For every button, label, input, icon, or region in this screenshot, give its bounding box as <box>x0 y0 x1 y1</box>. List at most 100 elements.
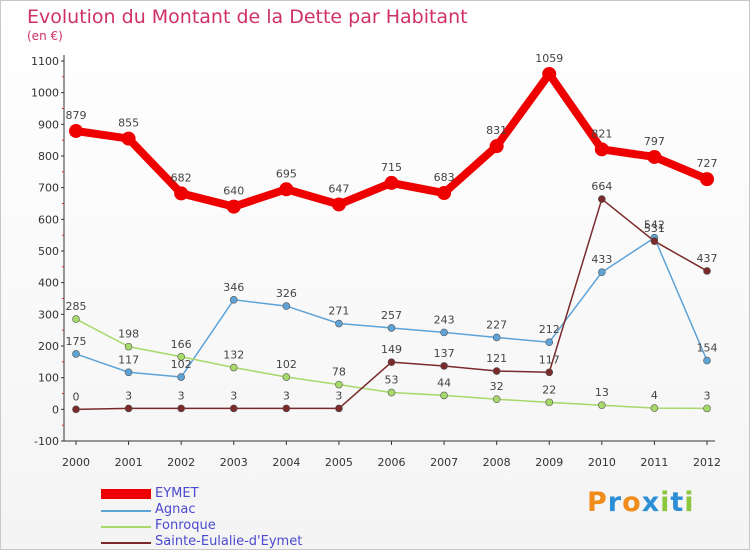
data-label: 137 <box>434 347 455 360</box>
data-point <box>492 333 501 342</box>
data-point <box>335 380 343 389</box>
data-label: 831 <box>486 124 507 137</box>
y-tick-label: 800 <box>38 150 59 163</box>
data-label: 4 <box>651 389 658 402</box>
data-label: 1059 <box>535 52 563 65</box>
data-label: 3 <box>335 389 342 402</box>
data-label: 44 <box>437 376 451 389</box>
x-tick-label: 2009 <box>535 456 563 469</box>
data-label: 3 <box>178 389 185 402</box>
data-label: 102 <box>171 358 192 371</box>
data-label: 346 <box>223 281 244 294</box>
data-point <box>282 373 291 381</box>
data-point <box>174 186 189 201</box>
data-point <box>703 404 711 413</box>
logo-letter: r <box>607 487 623 518</box>
chart-title: Evolution du Montant de la Dette par Hab… <box>27 6 468 28</box>
x-tick-label: 2002 <box>167 456 195 469</box>
data-point <box>229 295 238 304</box>
data-label: 198 <box>118 328 139 341</box>
data-point <box>545 338 554 347</box>
data-point <box>545 398 554 407</box>
data-point <box>647 149 662 164</box>
data-label: 166 <box>171 338 192 351</box>
data-point <box>598 401 606 410</box>
data-point <box>121 131 136 146</box>
x-tick-label: 2004 <box>272 456 300 469</box>
x-tick-label: 2005 <box>325 456 353 469</box>
data-label: 121 <box>486 352 507 365</box>
x-tick-label: 2000 <box>62 456 90 469</box>
data-label: 3 <box>125 389 132 402</box>
data-label: 326 <box>276 287 297 300</box>
data-label: 695 <box>276 167 297 180</box>
data-point <box>598 268 606 277</box>
logo-letter: i <box>684 487 695 518</box>
data-point <box>72 405 80 414</box>
data-point <box>387 388 396 397</box>
proxiti-logo: Proxiti <box>587 487 695 518</box>
data-label: 3 <box>230 389 237 402</box>
y-tick-label: 700 <box>38 182 59 195</box>
data-label: 53 <box>385 374 399 387</box>
x-tick-label: 2011 <box>640 456 668 469</box>
data-point <box>335 404 343 413</box>
data-label: 212 <box>539 323 560 336</box>
data-label: 243 <box>434 313 455 326</box>
data-point <box>440 391 448 400</box>
data-label: 13 <box>595 386 609 399</box>
data-label: 879 <box>66 109 87 122</box>
data-point <box>124 404 133 413</box>
data-point <box>440 362 448 370</box>
data-point <box>282 404 291 413</box>
chart-unit: (en €) <box>27 29 63 43</box>
y-tick-label: 600 <box>38 213 59 226</box>
data-point <box>177 373 185 381</box>
data-label: 855 <box>118 117 139 130</box>
data-point <box>650 404 659 412</box>
data-label: 117 <box>118 353 139 366</box>
data-point <box>700 172 714 187</box>
data-point <box>703 356 711 365</box>
y-tick-label: 400 <box>38 277 59 290</box>
data-label: 257 <box>381 309 402 322</box>
y-tick-label: 1000 <box>31 87 59 100</box>
data-point <box>282 302 291 310</box>
y-tick-label: 0 <box>52 403 59 416</box>
y-tick-label: 300 <box>38 308 59 321</box>
data-label: 227 <box>486 318 507 331</box>
y-tick-label: 900 <box>38 118 59 131</box>
data-point <box>387 324 396 332</box>
data-point <box>703 267 711 275</box>
legend-swatch <box>101 489 151 499</box>
data-point <box>598 195 606 203</box>
x-tick-label: 2003 <box>220 456 248 469</box>
data-point <box>69 123 83 138</box>
legend-label: Agnac <box>155 502 196 517</box>
y-tick-label: 100 <box>38 372 59 385</box>
data-point <box>229 363 238 372</box>
data-point <box>177 352 185 361</box>
data-point <box>229 404 238 413</box>
data-point <box>124 342 133 351</box>
data-point <box>72 315 80 323</box>
data-point <box>331 197 346 212</box>
data-point <box>650 237 659 245</box>
data-point <box>594 142 609 157</box>
logo-letter: i <box>660 487 671 518</box>
data-point <box>492 367 501 375</box>
data-label: 437 <box>697 252 718 265</box>
data-label: 22 <box>542 383 556 396</box>
data-label: 132 <box>223 349 244 362</box>
data-label: 32 <box>490 380 504 393</box>
data-label: 682 <box>171 171 192 184</box>
logo-letter: P <box>587 487 608 518</box>
data-label: 149 <box>381 343 402 356</box>
legend-swatch <box>101 526 151 528</box>
data-label: 175 <box>66 335 87 348</box>
logo-letter: x <box>641 487 661 518</box>
data-label: 433 <box>591 253 612 266</box>
data-label: 271 <box>328 305 349 318</box>
data-point <box>542 66 557 81</box>
